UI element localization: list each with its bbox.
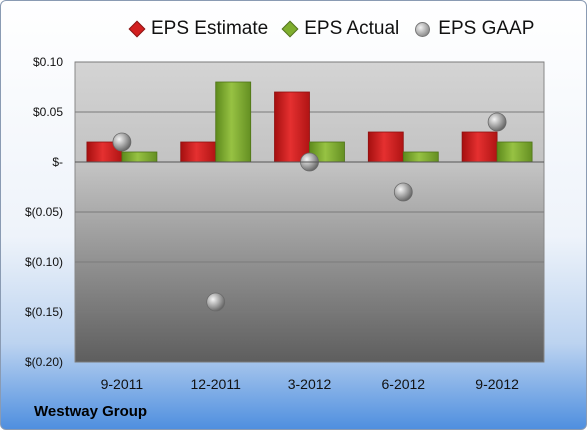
y-tick-label: $(0.05) bbox=[25, 205, 63, 219]
legend-label-eps-gaap: EPS GAAP bbox=[438, 18, 535, 39]
bar-eps-estimate bbox=[461, 131, 498, 163]
bar-eps-estimate bbox=[274, 91, 310, 163]
x-tick-label: 6-2012 bbox=[382, 376, 426, 392]
y-tick-label: $0.10 bbox=[33, 55, 63, 69]
legend-label-eps-actual: EPS Actual bbox=[304, 18, 400, 39]
bar-eps-actual bbox=[215, 81, 252, 163]
bar-eps-estimate bbox=[180, 141, 217, 163]
y-tick-label: $- bbox=[52, 155, 63, 169]
company-name: Westway Group bbox=[34, 403, 148, 420]
bar-eps-actual bbox=[121, 151, 158, 163]
bar-eps-estimate bbox=[367, 131, 404, 163]
x-tick-label: 9-2011 bbox=[101, 376, 144, 392]
x-tick-label: 12-2011 bbox=[191, 376, 242, 392]
legend: EPS Estimate EPS Actual EPS GAAP bbox=[128, 18, 550, 40]
y-tick-label: $(0.15) bbox=[25, 305, 63, 319]
legend-item-eps-gaap: EPS GAAP bbox=[415, 18, 534, 40]
x-tick-label: 3-2012 bbox=[288, 376, 332, 392]
point-eps-gaap bbox=[206, 292, 226, 312]
y-tick-label: $(0.10) bbox=[25, 255, 63, 269]
bar-eps-actual bbox=[496, 141, 533, 163]
legend-swatch-eps-gaap bbox=[415, 21, 431, 37]
legend-item-eps-actual: EPS Actual bbox=[281, 18, 400, 40]
point-eps-gaap bbox=[112, 132, 132, 152]
point-eps-gaap bbox=[393, 182, 413, 202]
legend-label-eps-estimate: EPS Estimate bbox=[151, 18, 269, 39]
y-tick-label: $(0.20) bbox=[25, 355, 63, 369]
y-tick-label: $0.05 bbox=[33, 105, 63, 119]
legend-item-eps-estimate: EPS Estimate bbox=[128, 18, 269, 40]
x-tick-label: 9-2012 bbox=[475, 376, 519, 392]
point-eps-gaap bbox=[487, 112, 507, 132]
bar-eps-actual bbox=[402, 151, 439, 163]
